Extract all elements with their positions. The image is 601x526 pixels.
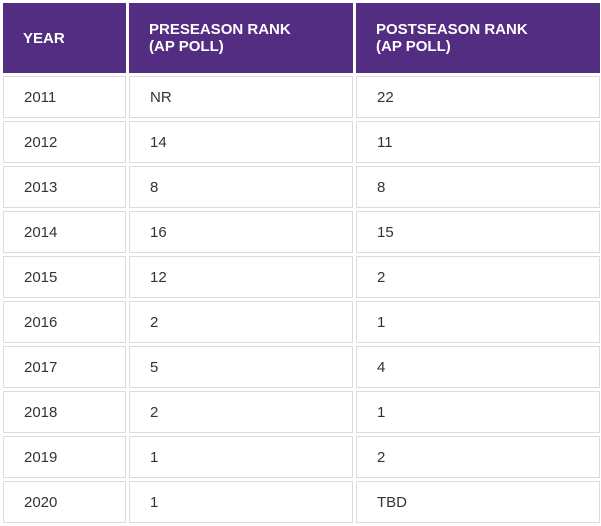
cell-year: 2011: [3, 76, 126, 118]
cell-preseason-rank: 1: [129, 481, 353, 523]
table-row: 2016 2 1: [3, 301, 600, 343]
cell-year: 2016: [3, 301, 126, 343]
table-row: 2011 NR 22: [3, 76, 600, 118]
header-preseason-label: PRESEASON RANK: [149, 21, 291, 38]
cell-postseason-rank: 2: [356, 436, 600, 478]
cell-year: 2014: [3, 211, 126, 253]
header-row: YEAR PRESEASON RANK (AP POLL) POSTSEASON…: [3, 3, 600, 73]
table-header: YEAR PRESEASON RANK (AP POLL) POSTSEASON…: [3, 3, 600, 73]
header-year: YEAR: [3, 3, 126, 73]
table-row: 2013 8 8: [3, 166, 600, 208]
header-postseason-rank: POSTSEASON RANK (AP POLL): [356, 3, 600, 73]
table-body: 2011 NR 22 2012 14 11 2013 8 8 2014 16 15 2015 12 2 201…: [3, 76, 600, 523]
cell-postseason-rank: 1: [356, 391, 600, 433]
table-row: 2017 5 4: [3, 346, 600, 388]
cell-year: 2017: [3, 346, 126, 388]
cell-preseason-rank: 2: [129, 391, 353, 433]
cell-year: 2019: [3, 436, 126, 478]
table-row: 2020 1 TBD: [3, 481, 600, 523]
cell-postseason-rank: TBD: [356, 481, 600, 523]
cell-year: 2015: [3, 256, 126, 298]
cell-preseason-rank: 1: [129, 436, 353, 478]
cell-preseason-rank: NR: [129, 76, 353, 118]
cell-year: 2020: [3, 481, 126, 523]
cell-postseason-rank: 1: [356, 301, 600, 343]
cell-preseason-rank: 16: [129, 211, 353, 253]
header-preseason-rank: PRESEASON RANK (AP POLL): [129, 3, 353, 73]
cell-year: 2018: [3, 391, 126, 433]
cell-preseason-rank: 8: [129, 166, 353, 208]
cell-postseason-rank: 4: [356, 346, 600, 388]
header-postseason-sublabel: (AP POLL): [376, 38, 451, 55]
table-row: 2019 1 2: [3, 436, 600, 478]
table-row: 2012 14 11: [3, 121, 600, 163]
cell-postseason-rank: 15: [356, 211, 600, 253]
cell-year: 2013: [3, 166, 126, 208]
cell-postseason-rank: 8: [356, 166, 600, 208]
cell-preseason-rank: 5: [129, 346, 353, 388]
table-row: 2015 12 2: [3, 256, 600, 298]
header-preseason-sublabel: (AP POLL): [149, 38, 224, 55]
cell-preseason-rank: 14: [129, 121, 353, 163]
table-row: 2014 16 15: [3, 211, 600, 253]
cell-preseason-rank: 2: [129, 301, 353, 343]
header-postseason-label: POSTSEASON RANK: [376, 21, 528, 38]
header-year-label: YEAR: [23, 29, 65, 47]
cell-preseason-rank: 12: [129, 256, 353, 298]
table-row: 2018 2 1: [3, 391, 600, 433]
cell-postseason-rank: 11: [356, 121, 600, 163]
cell-postseason-rank: 22: [356, 76, 600, 118]
cell-postseason-rank: 2: [356, 256, 600, 298]
cell-year: 2012: [3, 121, 126, 163]
